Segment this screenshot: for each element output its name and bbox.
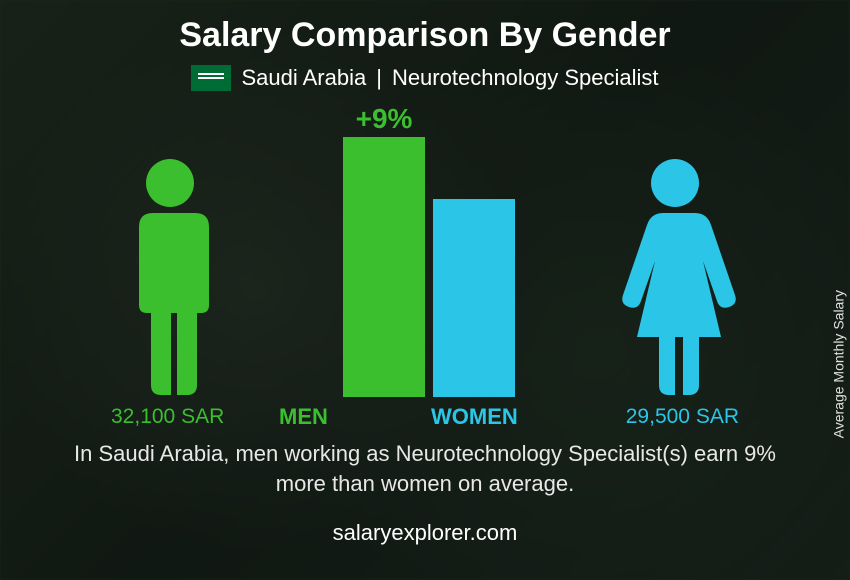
job-title: Neurotechnology Specialist (392, 65, 659, 91)
men-bar: +9% (343, 137, 425, 397)
separator: | (376, 65, 382, 91)
men-salary: 32,100 SAR (111, 405, 224, 429)
page-title: Salary Comparison By Gender (0, 0, 850, 55)
men-label: MEN (279, 404, 328, 430)
country-name: Saudi Arabia (241, 65, 366, 91)
site-credit: salaryexplorer.com (0, 520, 850, 546)
men-figure-icon (105, 157, 235, 397)
subtitle: Saudi Arabia | Neurotechnology Specialis… (0, 65, 850, 91)
flag-icon (191, 65, 231, 91)
infographic: Salary Comparison By Gender Saudi Arabia… (0, 0, 850, 580)
women-figure-icon (605, 157, 745, 397)
chart: +9% 32,100 SAR MEN WOMEN 29,500 SAR (105, 113, 745, 433)
women-label: WOMEN (431, 404, 518, 430)
y-axis-label: Average Monthly Salary (830, 290, 846, 438)
women-bar (433, 199, 515, 397)
summary-text: In Saudi Arabia, men working as Neurotec… (0, 439, 850, 498)
women-salary: 29,500 SAR (626, 405, 739, 429)
chart-labels: 32,100 SAR MEN WOMEN 29,500 SAR (105, 401, 745, 433)
percent-difference: +9% (356, 103, 413, 135)
